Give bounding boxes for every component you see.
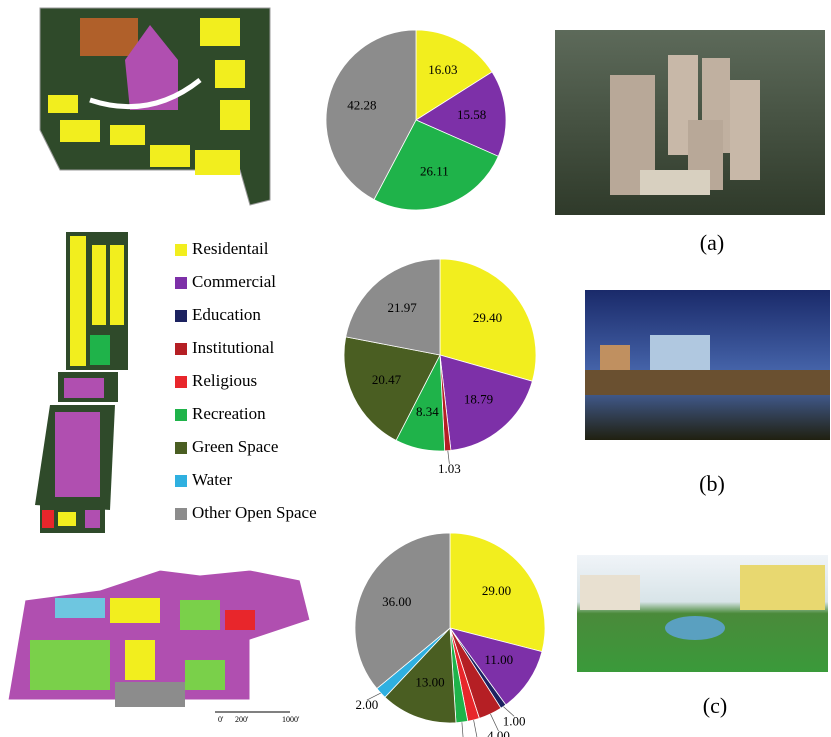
pie-label: 15.58 [457,107,486,122]
legend-label: Residentail [192,239,269,258]
panel-label: (b) [699,471,725,496]
pie-slice [415,71,507,157]
pie-label: 1.00 [503,713,526,728]
pie-label: 21.97 [387,300,417,315]
legend-label: Religious [192,371,257,390]
pie-label: 16.03 [428,62,457,77]
leader-line [366,692,381,701]
legend-label: Green Space [192,437,278,456]
pie-slice [439,258,537,382]
pie-slice [449,627,543,706]
legend-label: Other Open Space [192,503,317,522]
leader-line [503,706,515,717]
photo-b [585,290,830,440]
pie-slice [449,532,546,653]
pie-label: 18.79 [464,391,493,406]
pie-slice [384,627,457,724]
legend-swatch [175,244,187,256]
legend-swatch [175,376,187,388]
legend-label: Education [192,305,261,324]
leader-line [447,450,450,464]
legend-swatch [175,310,187,322]
legend-label: Institutional [192,338,274,357]
legend-label: Water [192,470,232,489]
pie-slice [343,336,441,441]
pie-slice [373,119,499,211]
pie-label: 2.00 [356,697,379,712]
pie-label: 4.00 [487,728,510,737]
photo-c [577,555,828,672]
pie-slice [325,29,417,201]
pie-label: 29.00 [482,583,511,598]
legend-swatch [175,343,187,355]
site-map-a [39,7,271,206]
pie-slice [415,29,493,121]
legend-swatch [175,277,187,289]
panel-label: (a) [700,230,724,255]
pie-label: 36.00 [382,594,411,609]
scale-label: 0' [218,715,224,724]
pie-label: 20.47 [372,372,402,387]
site-map-b [35,232,128,533]
pie-slice [354,532,451,690]
legend-swatch [175,409,187,421]
pie-slice [345,258,441,356]
pie-label: 26.11 [420,164,449,179]
legend-swatch [175,475,187,487]
legend-label: Commercial [192,272,276,291]
leader-line [461,722,464,737]
legend-swatch [175,508,187,520]
pie-label: 8.34 [416,404,439,419]
panel-label: (c) [703,693,727,718]
pie-label: 11.00 [484,652,513,667]
pie-label: 13.00 [415,674,444,689]
pie-label: 29.40 [473,310,502,325]
legend-label: Recreation [192,404,266,423]
leader-line [473,719,478,737]
pie-label: 1.03 [438,461,461,476]
site-map-c: 0' 200' 1000' [7,569,311,724]
scale-label: 1000' [282,715,300,724]
pie-slice [439,354,533,451]
legend-swatch [175,442,187,454]
leader-line [490,713,499,732]
scale-label: 200' [235,715,249,724]
photo-a [555,30,825,215]
pie-label: 42.28 [347,98,376,113]
